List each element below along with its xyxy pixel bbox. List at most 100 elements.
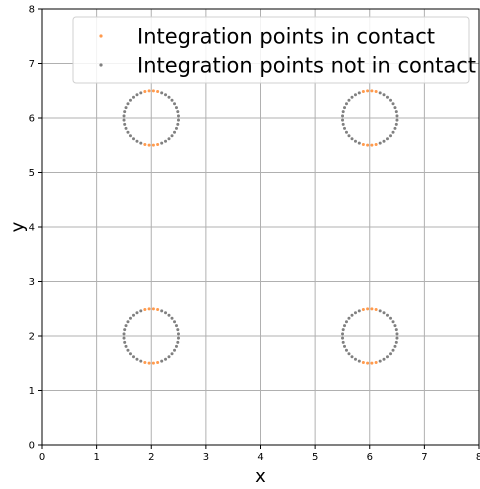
- point-in-contact: [156, 308, 160, 312]
- point-not-in-contact: [389, 134, 393, 138]
- point-not-in-contact: [357, 359, 361, 363]
- point-not-in-contact: [174, 324, 178, 328]
- point-not-in-contact: [164, 93, 168, 97]
- point-not-in-contact: [385, 313, 389, 317]
- x-tick-label: 7: [421, 452, 427, 463]
- point-not-in-contact: [393, 344, 397, 348]
- point-not-in-contact: [341, 336, 345, 340]
- point-not-in-contact: [382, 311, 386, 315]
- point-not-in-contact: [347, 316, 351, 320]
- point-not-in-contact: [347, 98, 351, 102]
- x-axis-label: x: [255, 466, 266, 487]
- point-not-in-contact: [160, 141, 164, 145]
- point-not-in-contact: [341, 110, 345, 114]
- point-in-contact: [370, 307, 374, 311]
- point-not-in-contact: [391, 348, 395, 352]
- point-not-in-contact: [343, 344, 347, 348]
- legend-marker-in-contact: [99, 34, 103, 38]
- point-in-contact: [156, 360, 160, 364]
- point-not-in-contact: [395, 114, 399, 118]
- point-not-in-contact: [341, 332, 345, 336]
- point-in-contact: [370, 143, 374, 147]
- y-tick-label: 6: [29, 114, 35, 125]
- point-not-in-contact: [343, 126, 347, 130]
- point-not-in-contact: [124, 344, 128, 348]
- point-not-in-contact: [350, 355, 354, 359]
- point-not-in-contact: [167, 313, 171, 317]
- point-in-contact: [361, 360, 365, 364]
- point-not-in-contact: [378, 309, 382, 313]
- point-not-in-contact: [164, 311, 168, 315]
- y-tick-label: 3: [29, 277, 35, 288]
- point-not-in-contact: [126, 348, 130, 352]
- point-not-in-contact: [341, 122, 345, 126]
- point-not-in-contact: [176, 122, 180, 126]
- x-tick-label: 4: [257, 452, 263, 463]
- x-tick-label: 8: [476, 452, 480, 463]
- y-tick-label: 5: [29, 168, 35, 179]
- point-not-in-contact: [353, 357, 357, 361]
- point-not-in-contact: [341, 114, 345, 118]
- point-not-in-contact: [135, 139, 139, 143]
- point-not-in-contact: [350, 313, 354, 317]
- point-not-in-contact: [173, 348, 177, 352]
- point-not-in-contact: [128, 134, 132, 138]
- legend-label-in-contact: Integration points in contact: [137, 25, 435, 49]
- point-not-in-contact: [176, 340, 180, 344]
- point-in-contact: [151, 89, 155, 93]
- point-not-in-contact: [173, 320, 177, 324]
- point-not-in-contact: [378, 141, 382, 145]
- point-not-in-contact: [126, 320, 130, 324]
- point-in-contact: [361, 90, 365, 94]
- point-not-in-contact: [139, 91, 143, 95]
- point-in-contact: [361, 308, 365, 312]
- point-not-in-contact: [394, 328, 398, 332]
- point-not-in-contact: [353, 311, 357, 315]
- x-tick-label: 2: [148, 452, 154, 463]
- point-not-in-contact: [389, 316, 393, 320]
- point-not-in-contact: [353, 93, 357, 97]
- point-not-in-contact: [350, 95, 354, 99]
- point-not-in-contact: [167, 137, 171, 141]
- point-in-contact: [147, 307, 151, 311]
- x-tick-label: 3: [203, 452, 209, 463]
- point-not-in-contact: [395, 118, 399, 122]
- x-tick-label: 6: [367, 452, 373, 463]
- point-in-contact: [374, 308, 378, 312]
- point-not-in-contact: [343, 106, 347, 110]
- point-not-in-contact: [160, 359, 164, 363]
- point-not-in-contact: [347, 134, 351, 138]
- point-not-in-contact: [176, 328, 180, 332]
- point-not-in-contact: [135, 311, 139, 315]
- point-not-in-contact: [394, 110, 398, 114]
- point-not-in-contact: [176, 114, 180, 118]
- point-not-in-contact: [385, 355, 389, 359]
- point-not-in-contact: [341, 340, 345, 344]
- point-in-contact: [361, 142, 365, 146]
- point-in-contact: [147, 143, 151, 147]
- point-not-in-contact: [128, 316, 132, 320]
- point-in-contact: [366, 143, 370, 147]
- point-not-in-contact: [391, 320, 395, 324]
- point-not-in-contact: [176, 332, 180, 336]
- point-not-in-contact: [382, 139, 386, 143]
- point-in-contact: [143, 90, 147, 94]
- x-tick-label: 0: [39, 452, 45, 463]
- point-not-in-contact: [344, 102, 348, 106]
- x-tick-label: 5: [312, 452, 318, 463]
- point-not-in-contact: [343, 324, 347, 328]
- point-in-contact: [374, 142, 378, 146]
- point-not-in-contact: [344, 320, 348, 324]
- point-not-in-contact: [139, 309, 143, 313]
- point-not-in-contact: [124, 106, 128, 110]
- point-not-in-contact: [123, 122, 127, 126]
- point-not-in-contact: [394, 340, 398, 344]
- point-not-in-contact: [357, 91, 361, 95]
- point-not-in-contact: [394, 122, 398, 126]
- point-not-in-contact: [139, 141, 143, 145]
- point-not-in-contact: [344, 130, 348, 134]
- point-not-in-contact: [122, 118, 126, 122]
- point-not-in-contact: [123, 110, 127, 114]
- point-not-in-contact: [126, 102, 130, 106]
